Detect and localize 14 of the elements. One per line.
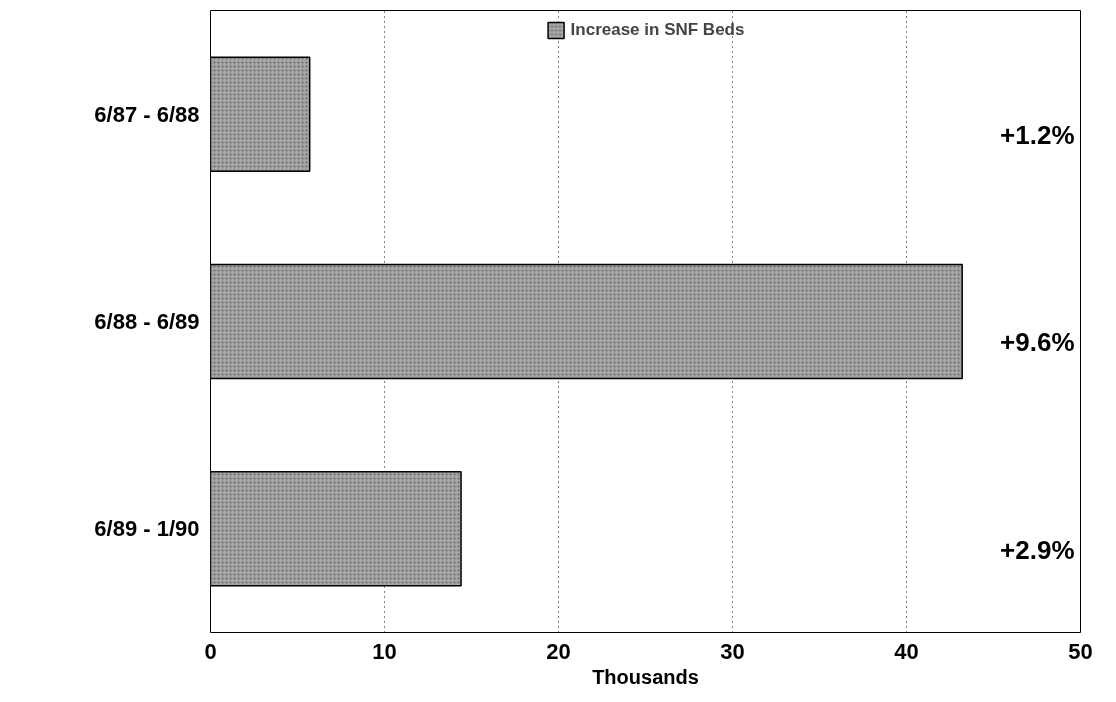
x-tick-label: 50 xyxy=(1068,638,1093,664)
x-axis-title: Thousands xyxy=(592,665,699,688)
y-tick-label: 6/87 - 6/88 xyxy=(94,101,200,127)
legend-label: Increase in SNF Beds xyxy=(570,20,745,40)
annotation: +9.6% xyxy=(1000,327,1075,358)
y-tick-label: 6/89 - 1/90 xyxy=(94,516,200,542)
x-tick-label: 0 xyxy=(204,638,217,664)
x-tick-label: 10 xyxy=(372,638,397,664)
annotation: +1.2% xyxy=(1000,119,1075,150)
x-tick-label: 40 xyxy=(894,638,919,664)
x-tick-label: 30 xyxy=(720,638,745,664)
annotation: +2.9% xyxy=(1000,534,1075,565)
x-tick-label: 20 xyxy=(546,638,571,664)
y-tick-label: 6/88 - 6/89 xyxy=(94,309,200,334)
